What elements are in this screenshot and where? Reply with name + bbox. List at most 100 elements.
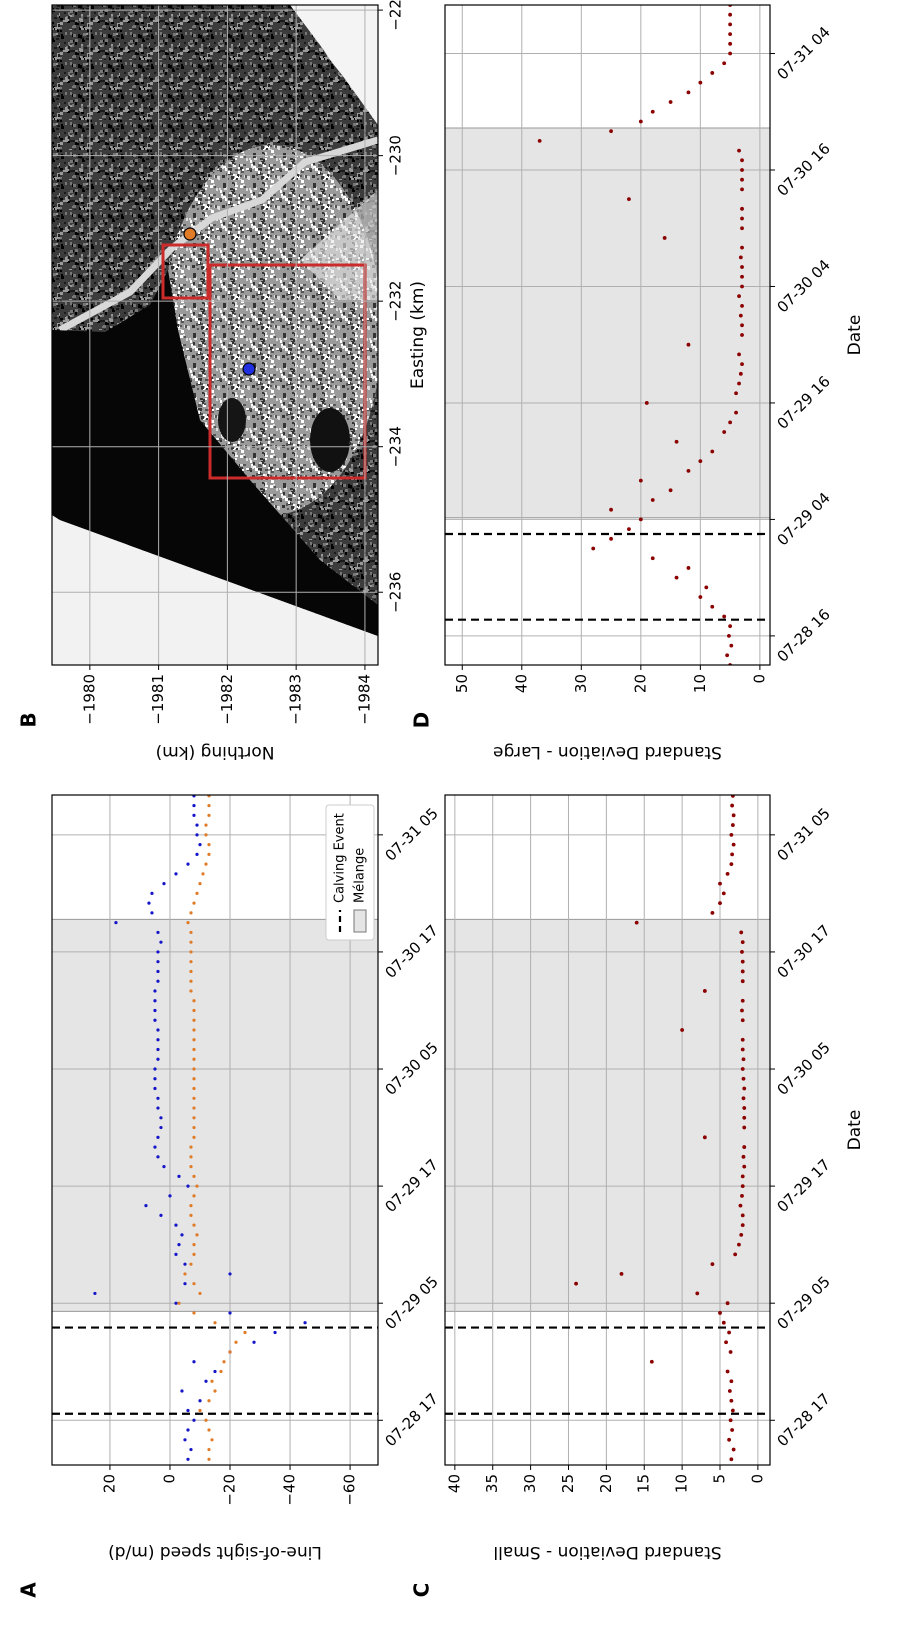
data-point xyxy=(159,1213,163,1217)
y-tick-label: −1982 xyxy=(218,674,236,725)
y-tick-label: −20 xyxy=(221,1474,239,1506)
data-point xyxy=(740,1223,745,1228)
panel: B −1984 −1983 −1982 −1981 −1980 −236 −234 −232 −2… xyxy=(17,0,429,762)
panel-label: A xyxy=(17,1582,41,1598)
data-point xyxy=(189,930,193,935)
x-tick-label: −228 xyxy=(387,0,405,31)
data-point xyxy=(702,1135,707,1140)
x-tick-label: 07-30 17 xyxy=(773,921,833,981)
data-point xyxy=(695,1291,700,1296)
data-point xyxy=(742,1115,747,1120)
data-point xyxy=(234,1340,238,1344)
y-axis-label: Standard Deviation - Small xyxy=(493,1542,721,1562)
plot-area xyxy=(52,5,378,665)
panel-label: C xyxy=(410,1583,434,1598)
data-point xyxy=(739,1232,744,1237)
data-point xyxy=(686,468,691,473)
data-point xyxy=(740,187,744,192)
data-point xyxy=(156,1155,160,1159)
data-point xyxy=(729,643,734,648)
data-point xyxy=(729,862,734,867)
data-point xyxy=(210,1438,214,1442)
data-point xyxy=(195,823,199,827)
axes-frame xyxy=(444,794,771,1466)
y-tick-label: −1984 xyxy=(355,674,373,725)
x-tick-label: 07-29 16 xyxy=(773,372,833,432)
data-point xyxy=(153,999,157,1003)
axes-frame xyxy=(51,794,379,1466)
data-point xyxy=(207,1447,211,1452)
data-point xyxy=(192,1243,196,1247)
data-point xyxy=(730,1428,735,1432)
data-point xyxy=(740,1008,744,1013)
x-tick-label: 07-28 17 xyxy=(381,1390,441,1450)
x-tick-label: 07-29 05 xyxy=(381,1273,441,1333)
data-point xyxy=(159,1125,163,1130)
data-point xyxy=(737,1242,741,1247)
data-point xyxy=(740,362,744,367)
panel: D 0 10 20 30 40 50 07-28 16 07-29 04 07-29 16 07-3… xyxy=(410,4,865,762)
data-point xyxy=(644,401,649,405)
data-point xyxy=(189,1164,193,1169)
data-point xyxy=(638,119,643,124)
data-point xyxy=(213,1321,217,1325)
data-point xyxy=(668,100,673,104)
data-point xyxy=(174,1301,178,1305)
data-point xyxy=(740,959,745,964)
data-point xyxy=(273,1330,277,1335)
data-point xyxy=(725,1369,730,1374)
x-axis-label: Easting (km) xyxy=(408,281,428,389)
data-point xyxy=(704,585,709,590)
data-point xyxy=(192,1282,196,1286)
data-point xyxy=(738,371,743,376)
data-point xyxy=(710,71,715,75)
data-point xyxy=(186,1457,190,1461)
data-point xyxy=(192,1311,196,1315)
y-tick-label: 30 xyxy=(521,1474,539,1493)
data-point xyxy=(192,1057,196,1061)
y-tick-label: −40 xyxy=(281,1474,299,1506)
data-point xyxy=(741,1096,746,1101)
data-point xyxy=(156,1106,160,1110)
legend-label: Calving Event xyxy=(333,813,348,903)
data-point xyxy=(192,1028,196,1032)
data-point xyxy=(189,950,193,954)
data-point xyxy=(159,940,163,944)
data-point xyxy=(609,507,613,512)
x-tick-label: 07-29 17 xyxy=(773,1156,833,1216)
data-point xyxy=(180,1233,184,1237)
y-tick-label: 0 xyxy=(160,1474,178,1484)
y-tick-label: 5 xyxy=(711,1474,729,1484)
data-point xyxy=(189,969,193,974)
data-point xyxy=(729,1457,734,1462)
plot-area xyxy=(52,795,378,1465)
data-point xyxy=(168,1194,172,1198)
map-image xyxy=(52,5,378,665)
data-point xyxy=(725,653,730,658)
data-point xyxy=(204,862,208,866)
data-point xyxy=(725,1301,730,1306)
y-tick-label: 50 xyxy=(453,674,471,693)
data-point xyxy=(192,1086,196,1091)
data-point xyxy=(740,950,744,954)
data-point xyxy=(722,614,727,619)
data-point xyxy=(537,138,542,143)
data-point xyxy=(729,1379,734,1384)
data-point xyxy=(740,226,744,231)
data-point xyxy=(153,1008,157,1013)
data-point xyxy=(737,294,741,299)
data-point xyxy=(738,313,743,318)
data-point xyxy=(210,1379,214,1383)
plot-area xyxy=(445,5,770,665)
data-point xyxy=(721,1320,726,1325)
map-dark-patch xyxy=(218,398,246,442)
data-point xyxy=(742,1086,747,1091)
data-point xyxy=(650,556,655,561)
data-point xyxy=(634,920,639,925)
data-point xyxy=(734,391,738,396)
x-tick-label: −230 xyxy=(387,135,405,176)
y-tick-label: 0 xyxy=(750,674,768,684)
data-point xyxy=(153,1077,157,1081)
data-point xyxy=(742,1106,747,1110)
